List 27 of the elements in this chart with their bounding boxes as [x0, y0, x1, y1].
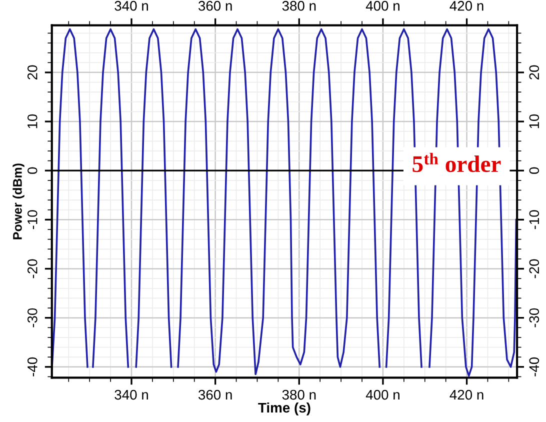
y2-tick-label: -40	[529, 357, 540, 376]
annotation: 5$^{th}$ order	[412, 152, 501, 172]
y-tick-label: 20	[27, 65, 38, 80]
y-tick-label: -30	[27, 308, 38, 328]
y2-tick-label: -10	[529, 210, 540, 230]
x-tick-label: 380 n	[282, 390, 316, 400]
y-tick-label: -20	[27, 259, 38, 278]
y-tick-label: -40	[27, 357, 38, 376]
y2-tick-label: -20	[529, 259, 540, 278]
y2-tick-label: 10	[529, 114, 540, 128]
x-tick-label: 420 n	[450, 390, 484, 400]
y2-tick-label: 0	[529, 167, 540, 174]
y2-tick-label: -30	[529, 308, 540, 328]
x2-tick-label: 400 n	[366, 0, 400, 11]
y-tick-label: 10	[27, 114, 38, 128]
y2-tick-label: 20	[529, 65, 540, 80]
x-tick-label: 340 n	[114, 390, 148, 400]
y-tick-label: 0	[27, 167, 38, 174]
x-axis-title: Time (s)	[258, 402, 310, 416]
x2-tick-label: 420 n	[450, 0, 484, 11]
x-tick-label: 360 n	[198, 390, 232, 400]
y-tick-label: -10	[27, 210, 38, 230]
x2-tick-label: 340 n	[114, 0, 148, 11]
x2-tick-label: 360 n	[198, 0, 232, 11]
y-axis-title: Power (dBm)	[12, 164, 24, 240]
x-tick-label: 400 n	[366, 390, 400, 400]
x2-tick-label: 380 n	[282, 0, 316, 11]
